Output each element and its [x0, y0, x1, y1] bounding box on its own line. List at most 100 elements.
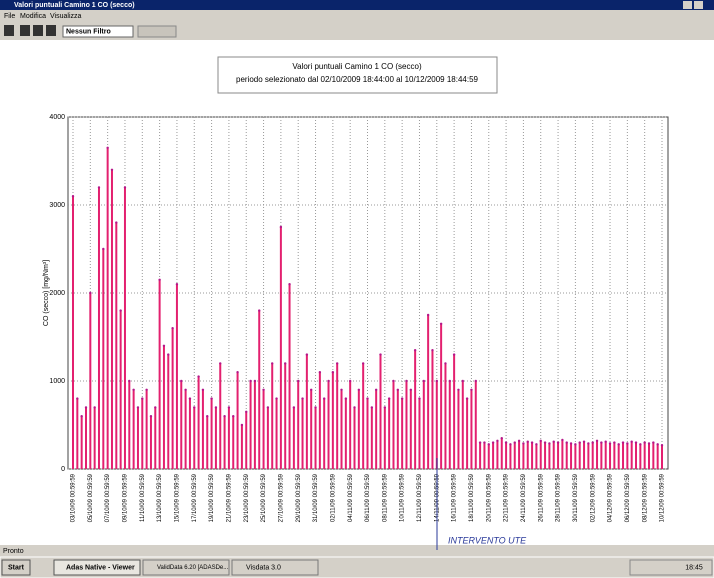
x-tick-label: 08/11/09 00:59:59 [382, 473, 388, 522]
task-label: Adas Native - Viewer [66, 564, 135, 571]
toolbar-button[interactable] [20, 25, 30, 36]
marker [201, 388, 205, 391]
y-tick-label: 1000 [49, 378, 65, 385]
marker [608, 442, 612, 445]
title-box [217, 56, 498, 94]
marker [366, 397, 369, 400]
marker [522, 442, 525, 445]
marker [626, 442, 629, 445]
x-tick-label: 29/10/09 00:59:59 [296, 473, 302, 522]
x-tick-label: 07/10/09 00:59:59 [105, 473, 111, 522]
maximize-button[interactable] [683, 1, 692, 9]
x-tick-label: 10/12/09 00:59:59 [660, 473, 666, 522]
marker [344, 397, 348, 400]
x-tick-label: 15/10/09 00:59:59 [175, 473, 181, 522]
marker [253, 379, 257, 383]
marker [491, 441, 495, 444]
x-tick-label: 23/10/09 00:59:59 [244, 473, 250, 522]
y-tick-label: 2000 [49, 290, 65, 297]
y-axis-label: CO (secco) [mg/Nm³] [43, 260, 50, 326]
marker [591, 441, 594, 444]
x-tick-label: 08/12/09 00:59:59 [642, 473, 648, 522]
marker [578, 441, 581, 444]
marker [647, 442, 651, 445]
x-tick-label: 13/10/09 00:59:59 [157, 473, 163, 522]
marker [136, 406, 140, 409]
marker [327, 379, 330, 383]
menu-item[interactable]: File [4, 13, 15, 20]
marker [76, 397, 79, 400]
marker [556, 441, 560, 444]
marker [322, 397, 326, 400]
marker [154, 406, 157, 409]
marker [245, 410, 248, 413]
x-tick-label: 31/10/09 00:59:59 [313, 473, 319, 522]
filter-dropdown[interactable] [62, 25, 134, 38]
toolbar-button[interactable] [46, 25, 56, 36]
close-button[interactable] [694, 1, 703, 9]
marker [188, 397, 192, 400]
marker [413, 349, 417, 352]
task-button[interactable] [142, 559, 230, 576]
marker [439, 322, 443, 325]
marker [145, 388, 148, 391]
marker [405, 379, 408, 383]
marker [214, 406, 218, 409]
toolbar-button[interactable] [4, 25, 14, 36]
marker [236, 371, 239, 374]
marker [279, 225, 283, 229]
marker [271, 362, 274, 365]
x-tick-label: 19/10/09 00:59:59 [209, 473, 215, 522]
marker [422, 379, 426, 383]
marker [470, 388, 473, 391]
x-tick-label: 27/10/09 00:59:59 [278, 473, 284, 522]
marker [656, 443, 659, 446]
marker [301, 397, 304, 400]
marker [288, 283, 291, 286]
menu-item[interactable]: Visualizza [50, 13, 81, 20]
menu-item[interactable]: Modifica [20, 13, 46, 20]
marker [574, 443, 577, 446]
marker [500, 437, 503, 440]
x-tick-label: 24/11/09 00:59:59 [521, 473, 527, 522]
marker [487, 443, 490, 446]
marker [435, 379, 438, 383]
marker [383, 406, 387, 409]
marker [258, 309, 261, 312]
marker [149, 415, 153, 418]
x-tick-label: 16/11/09 00:59:59 [452, 473, 458, 522]
marker [457, 388, 460, 391]
marker [357, 388, 361, 391]
marker [526, 440, 529, 443]
nav-buttons[interactable] [137, 25, 177, 38]
marker [461, 379, 464, 383]
marker [132, 388, 135, 391]
marker [340, 388, 343, 391]
marker [452, 353, 456, 356]
marker [617, 443, 620, 446]
marker [180, 379, 183, 383]
marker [660, 444, 664, 447]
task-button[interactable] [53, 559, 141, 576]
x-tick-label: 20/11/09 00:59:59 [486, 473, 492, 522]
marker [210, 397, 213, 400]
marker [600, 441, 603, 444]
y-tick-label: 4000 [49, 114, 65, 121]
status-text: Pronto [3, 548, 24, 555]
marker [102, 247, 105, 251]
marker [374, 388, 378, 391]
marker [643, 441, 646, 444]
x-tick-label: 21/10/09 00:59:59 [226, 473, 232, 522]
marker [266, 406, 270, 409]
marker [396, 388, 400, 391]
x-tick-label: 10/11/09 00:59:59 [400, 473, 406, 522]
x-tick-label: 11/10/09 00:59:59 [140, 473, 146, 522]
marker [193, 406, 196, 409]
marker [613, 441, 616, 444]
task-label: ValidData 6.20 [ADASDe... [157, 565, 229, 571]
marker [561, 438, 564, 442]
task-button[interactable] [231, 559, 319, 576]
start-button[interactable] [1, 559, 31, 576]
toolbar-button[interactable] [33, 25, 43, 36]
marker [604, 440, 607, 443]
